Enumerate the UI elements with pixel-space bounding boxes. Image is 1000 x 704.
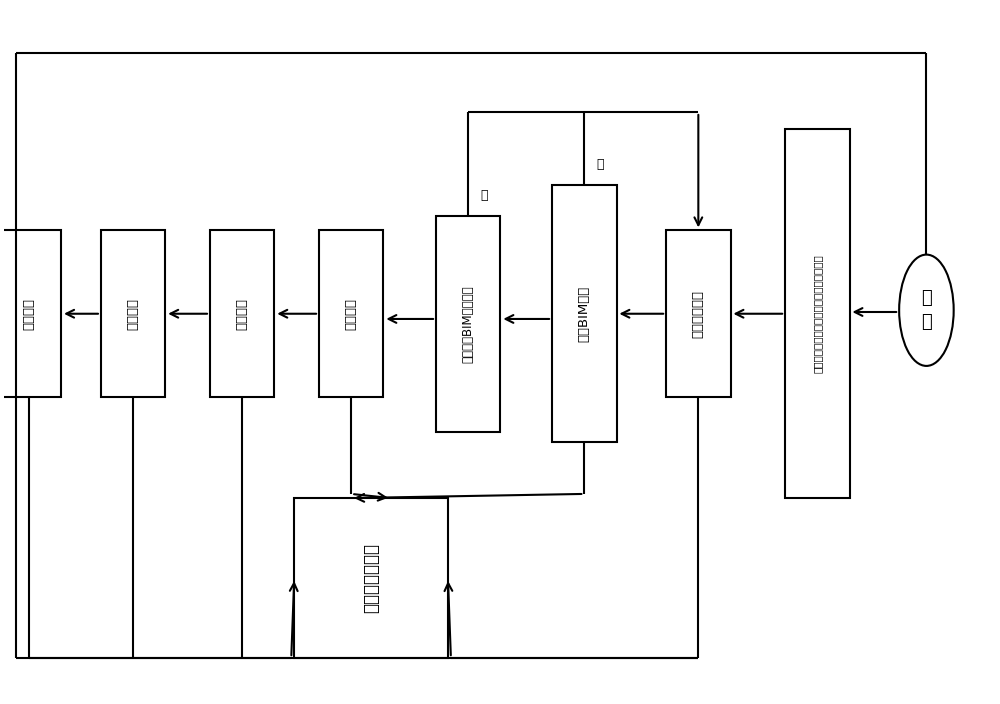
Text: 是: 是 (596, 158, 604, 170)
Text: 工程结束: 工程结束 (22, 298, 35, 329)
Text: 根据建筑设计图纸和技术要求建立吸顿模型: 根据建筑设计图纸和技术要求建立吸顿模型 (812, 254, 822, 373)
FancyBboxPatch shape (319, 230, 383, 397)
Text: 开
始: 开 始 (921, 289, 932, 331)
FancyBboxPatch shape (785, 130, 850, 498)
FancyBboxPatch shape (0, 230, 61, 397)
FancyBboxPatch shape (210, 230, 274, 397)
Text: 收集现场数据: 收集现场数据 (692, 290, 705, 338)
Text: 项目相关BIM图纸资料: 项目相关BIM图纸资料 (462, 285, 475, 363)
Text: 是: 是 (480, 189, 488, 202)
FancyBboxPatch shape (101, 230, 165, 397)
Text: 成本核算: 成本核算 (127, 298, 140, 329)
Ellipse shape (899, 255, 954, 366)
Text: 收集BIM模型: 收集BIM模型 (578, 286, 591, 342)
FancyBboxPatch shape (666, 230, 731, 397)
FancyBboxPatch shape (552, 185, 617, 442)
Text: 数据库更新完善: 数据库更新完善 (362, 543, 380, 613)
FancyBboxPatch shape (294, 498, 448, 658)
FancyBboxPatch shape (436, 216, 500, 432)
Text: 优化设计: 优化设计 (236, 298, 249, 329)
Text: 制定方案: 制定方案 (345, 298, 358, 329)
